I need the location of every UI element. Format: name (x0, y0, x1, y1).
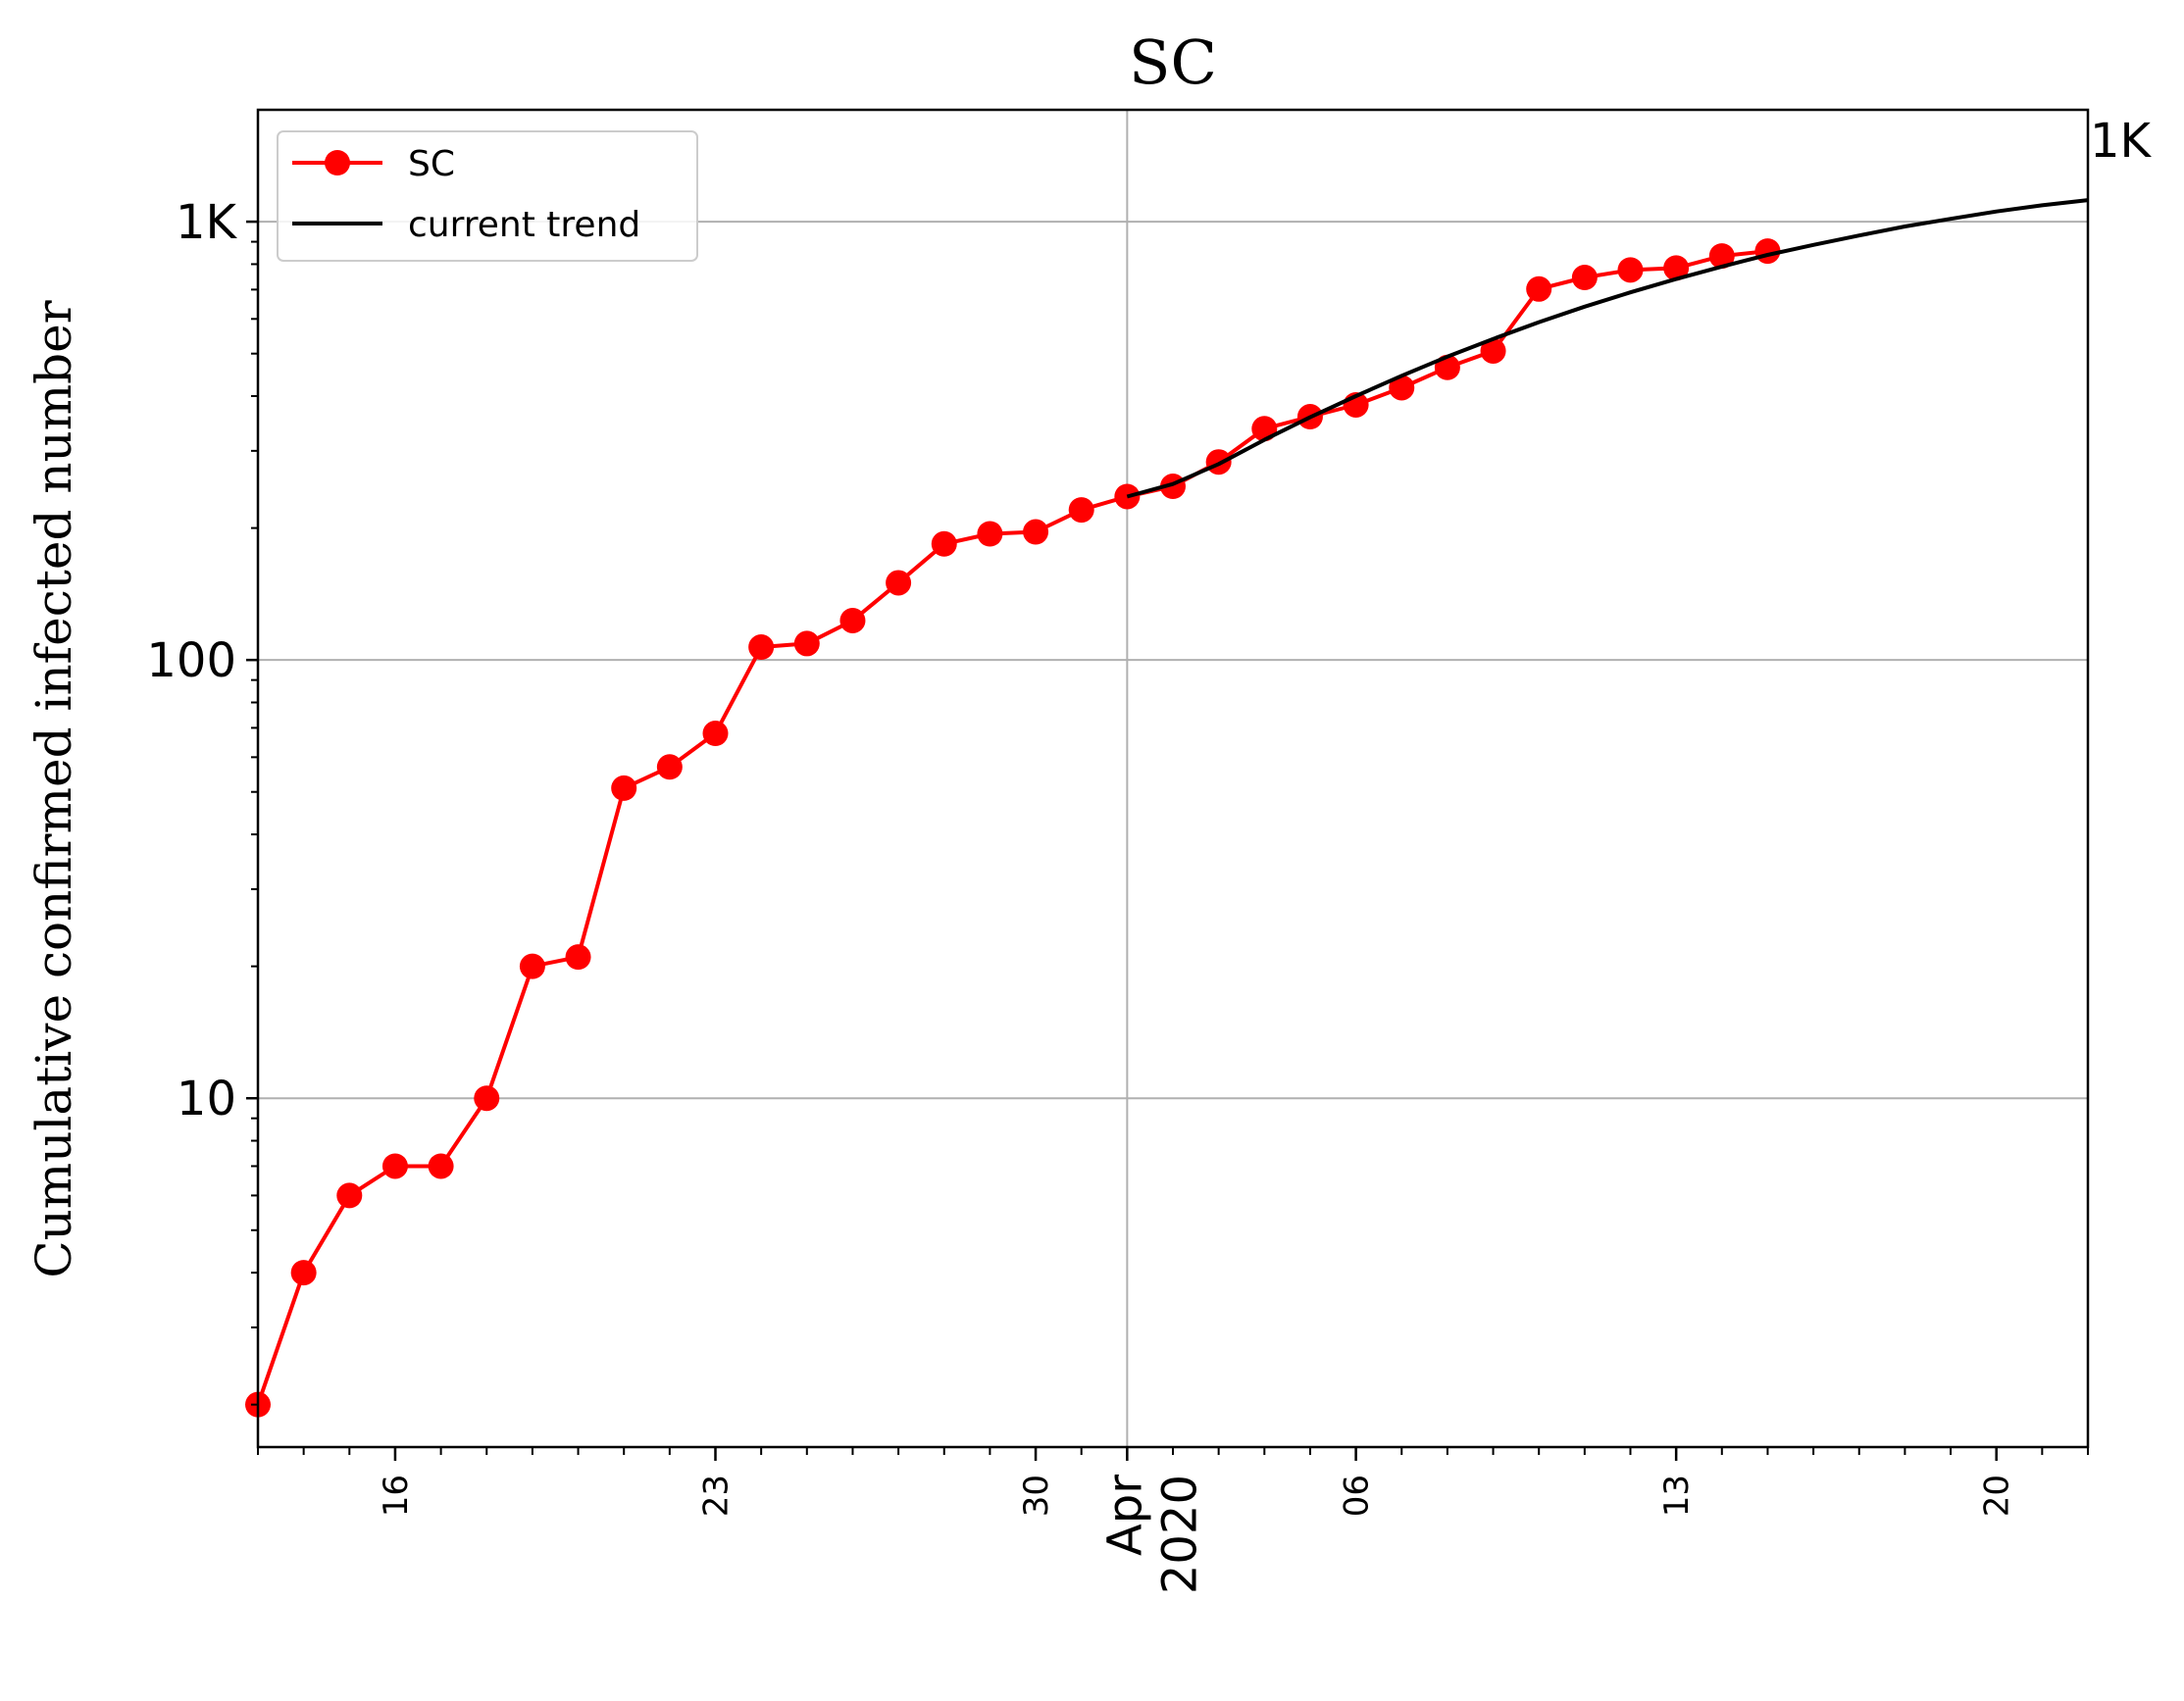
x-year-label: 2020 (1152, 1475, 1207, 1594)
legend-label-trend: current trend (408, 205, 640, 245)
data-point (1708, 243, 1735, 270)
data-point (428, 1153, 454, 1179)
data-point (977, 521, 1003, 547)
data-point (748, 634, 775, 661)
y-tick-label: 1K (176, 195, 238, 250)
legend-label-sc: SC (408, 144, 455, 184)
data-point (702, 721, 729, 747)
y-axis-label: Cumulative confirmed infected number (25, 300, 82, 1277)
x-tick-label: 13 (1657, 1475, 1697, 1517)
grid (258, 110, 2088, 1447)
data-point (793, 630, 820, 657)
trend-end-label: 1K (2090, 114, 2153, 169)
series-line-current-trend (1126, 198, 2089, 499)
x-tick-label: 20 (1978, 1475, 2017, 1517)
data-point (611, 775, 637, 801)
data-point (1068, 497, 1094, 524)
series-layer (245, 198, 2089, 1418)
plot-frame (256, 108, 2090, 1449)
x-month-label: Apr (1097, 1475, 1152, 1556)
data-point (1663, 255, 1690, 281)
data-point (381, 1153, 408, 1179)
data-point (1617, 257, 1644, 283)
data-point (290, 1260, 317, 1286)
data-point (565, 944, 591, 971)
data-point (839, 607, 866, 633)
legend: SC current trend (277, 130, 698, 262)
data-point (656, 754, 683, 780)
x-tick-label: 16 (377, 1475, 416, 1517)
data-point (886, 570, 912, 596)
data-point (1389, 375, 1415, 401)
data-point (1571, 265, 1598, 291)
data-point (1526, 275, 1552, 302)
y-tick-label: 10 (177, 1072, 236, 1126)
data-point (1480, 337, 1506, 364)
data-point (931, 530, 957, 557)
chart-title: SC (1129, 26, 1217, 98)
data-point (474, 1085, 500, 1112)
x-tick-label: 30 (1017, 1475, 1056, 1517)
x-tick-label: 23 (697, 1475, 736, 1517)
series-line-sc (256, 249, 1768, 1406)
y-tick-label: 100 (146, 633, 236, 688)
data-point (519, 953, 545, 979)
data-point (1023, 519, 1049, 545)
axes: 10 100 1K 16 23 30 06 13 20 Apr 2020 (146, 195, 2089, 1594)
data-point (336, 1182, 363, 1209)
x-tick-label: 06 (1338, 1475, 1377, 1517)
legend-marker-sc (325, 150, 350, 175)
